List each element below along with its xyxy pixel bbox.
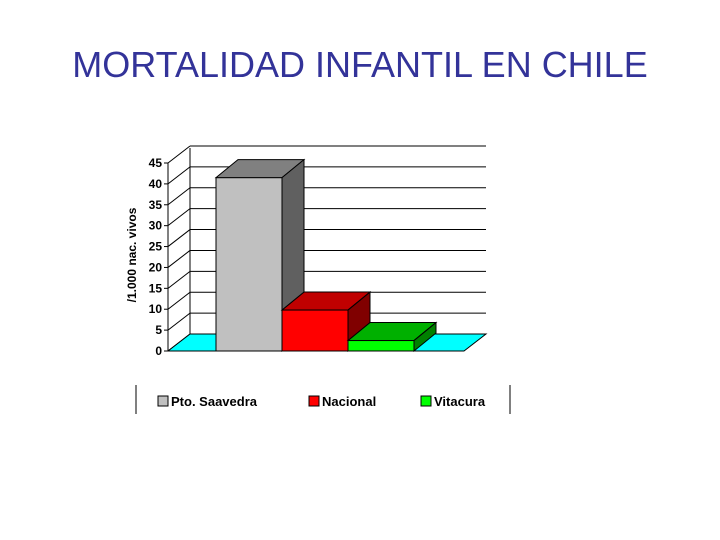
y-tick-label: 40 — [149, 177, 163, 191]
y-tick-label: 35 — [149, 198, 163, 212]
gridline-diagonal — [167, 312, 191, 331]
gridline-diagonal — [167, 187, 191, 206]
bar-front-1 — [281, 309, 349, 352]
gridline-diagonal — [167, 208, 191, 227]
y-tick-label: 10 — [149, 302, 163, 316]
gridline-diagonal — [167, 145, 191, 164]
y-tick-label: 30 — [149, 219, 163, 233]
legend: Pto. Saavedra Nacional Vitacura — [135, 385, 511, 414]
y-tick-label: 45 — [149, 156, 163, 170]
y-tick-label: 15 — [149, 281, 163, 295]
gridline-diagonal — [167, 166, 191, 185]
y-tick-label: 25 — [149, 240, 163, 254]
legend-swatch-2 — [420, 395, 432, 407]
y-axis-ticks: 0 5 10 15 20 25 30 35 40 45 — [149, 156, 163, 358]
y-axis-label: /1.000 nac. vivos — [125, 207, 139, 302]
legend-label-1: Nacional — [322, 394, 376, 409]
bar-side-2 — [413, 321, 437, 353]
slide-title: MORTALIDAD INFANTIL EN CHILE — [72, 44, 648, 85]
gridline-diagonal — [167, 229, 191, 247]
legend-swatch-0 — [157, 395, 169, 407]
gridline-diagonal — [167, 250, 191, 268]
legend-label-2: Vitacura — [434, 394, 486, 409]
legend-swatch-1 — [308, 395, 320, 407]
bar-front-0 — [215, 177, 283, 352]
y-tick-label: 20 — [149, 260, 163, 274]
bar-front-2 — [347, 340, 415, 352]
y-tick-label: 0 — [155, 344, 162, 358]
gridline-diagonal — [167, 270, 191, 289]
y-tick-label: 5 — [155, 323, 162, 337]
legend-label-0: Pto. Saavedra — [171, 394, 258, 409]
gridline-diagonal — [167, 291, 191, 310]
chart-bars — [214, 158, 438, 353]
